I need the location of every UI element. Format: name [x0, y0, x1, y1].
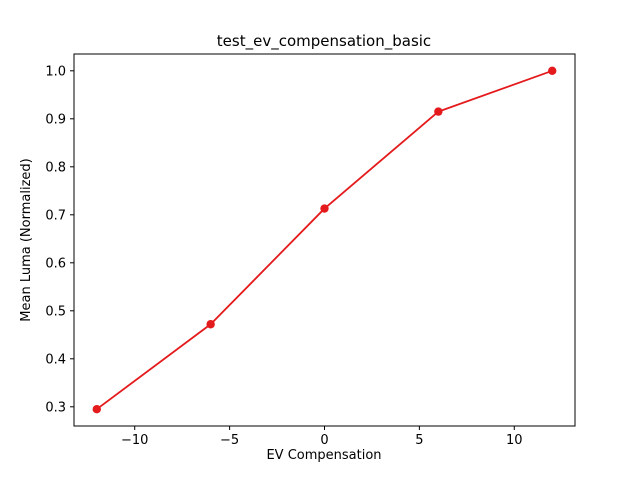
data-point: [92, 405, 101, 414]
data-point: [320, 204, 329, 213]
y-tick-label: 0.8: [45, 160, 66, 175]
x-tick-label: 5: [415, 433, 423, 448]
data-series: [92, 66, 557, 414]
y-tick-label: 0.4: [45, 352, 66, 367]
data-line: [96, 69, 553, 410]
data-point: [548, 66, 557, 76]
chart-title: test_ev_compensation_basic: [217, 32, 431, 51]
x-tick-label: −5: [220, 433, 239, 448]
x-tick-label: −10: [121, 433, 148, 448]
y-tick-label: 1.0: [45, 64, 66, 79]
data-point: [434, 107, 443, 116]
y-tick-label: 0.3: [45, 400, 66, 415]
y-axis-ticks: 0.3 0.4 0.5 0.6 0.7 0.8 0.9 1.0: [45, 64, 74, 415]
y-tick-label: 0.7: [45, 208, 66, 223]
data-point: [206, 320, 215, 329]
x-axis-ticks: −10 −5 0 5 10: [121, 426, 523, 448]
x-tick-label: 0: [320, 433, 328, 448]
y-tick-label: 0.6: [45, 256, 66, 271]
y-axis-label: Mean Luma (Normalized): [19, 158, 34, 321]
x-axis-label: EV Compensation: [266, 448, 381, 463]
y-tick-label: 0.5: [45, 304, 66, 319]
x-tick-label: 10: [506, 433, 523, 448]
y-tick-label: 0.9: [45, 112, 66, 127]
